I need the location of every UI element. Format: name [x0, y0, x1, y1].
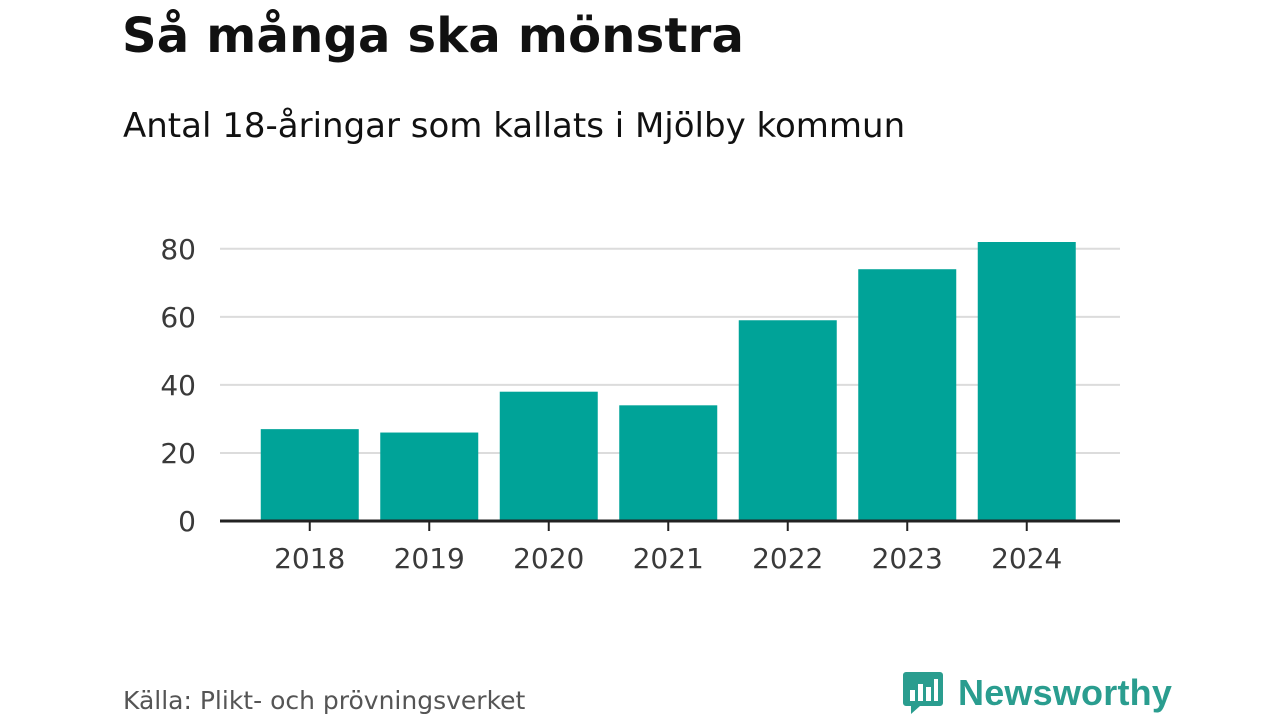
x-axis: [220, 519, 1120, 531]
x-axis-labels: 2018 2019 2020 2021 2022 2023 2024: [274, 542, 1062, 575]
chart-title: Så många ska mönstra: [122, 8, 745, 64]
bar-2022: [738, 320, 837, 521]
x-tick-label: 2019: [394, 542, 465, 575]
bars: [260, 242, 1076, 521]
x-tick-label: 2022: [752, 542, 823, 575]
newsworthy-logo: Newsworthy: [902, 670, 1172, 716]
bar-2021: [619, 405, 718, 521]
bar-2020: [499, 391, 598, 521]
y-tick-label: 0: [178, 505, 196, 538]
x-tick-label: 2023: [872, 542, 943, 575]
y-tick-label: 20: [160, 437, 196, 470]
x-tick-label: 2020: [513, 542, 584, 575]
y-tick-label: 80: [160, 233, 196, 266]
chart-subtitle: Antal 18-åringar som kallats i Mjölby ko…: [123, 106, 906, 146]
y-tick-label: 60: [160, 301, 196, 334]
bar-2024: [977, 242, 1076, 521]
y-axis-labels: 0 20 40 60 80: [160, 233, 196, 538]
x-tick-label: 2018: [274, 542, 345, 575]
brand-name: Newsworthy: [958, 672, 1173, 713]
y-tick-label: 40: [160, 369, 196, 402]
bar-2018: [260, 429, 359, 521]
source-note: Källa: Plikt- och prövningsverket: [123, 686, 526, 715]
bar-2023: [858, 269, 957, 521]
x-tick-label: 2021: [633, 542, 704, 575]
x-tick-label: 2024: [991, 542, 1062, 575]
bar-chart-speech-bubble-icon: [903, 672, 943, 714]
bar-2019: [380, 432, 479, 521]
